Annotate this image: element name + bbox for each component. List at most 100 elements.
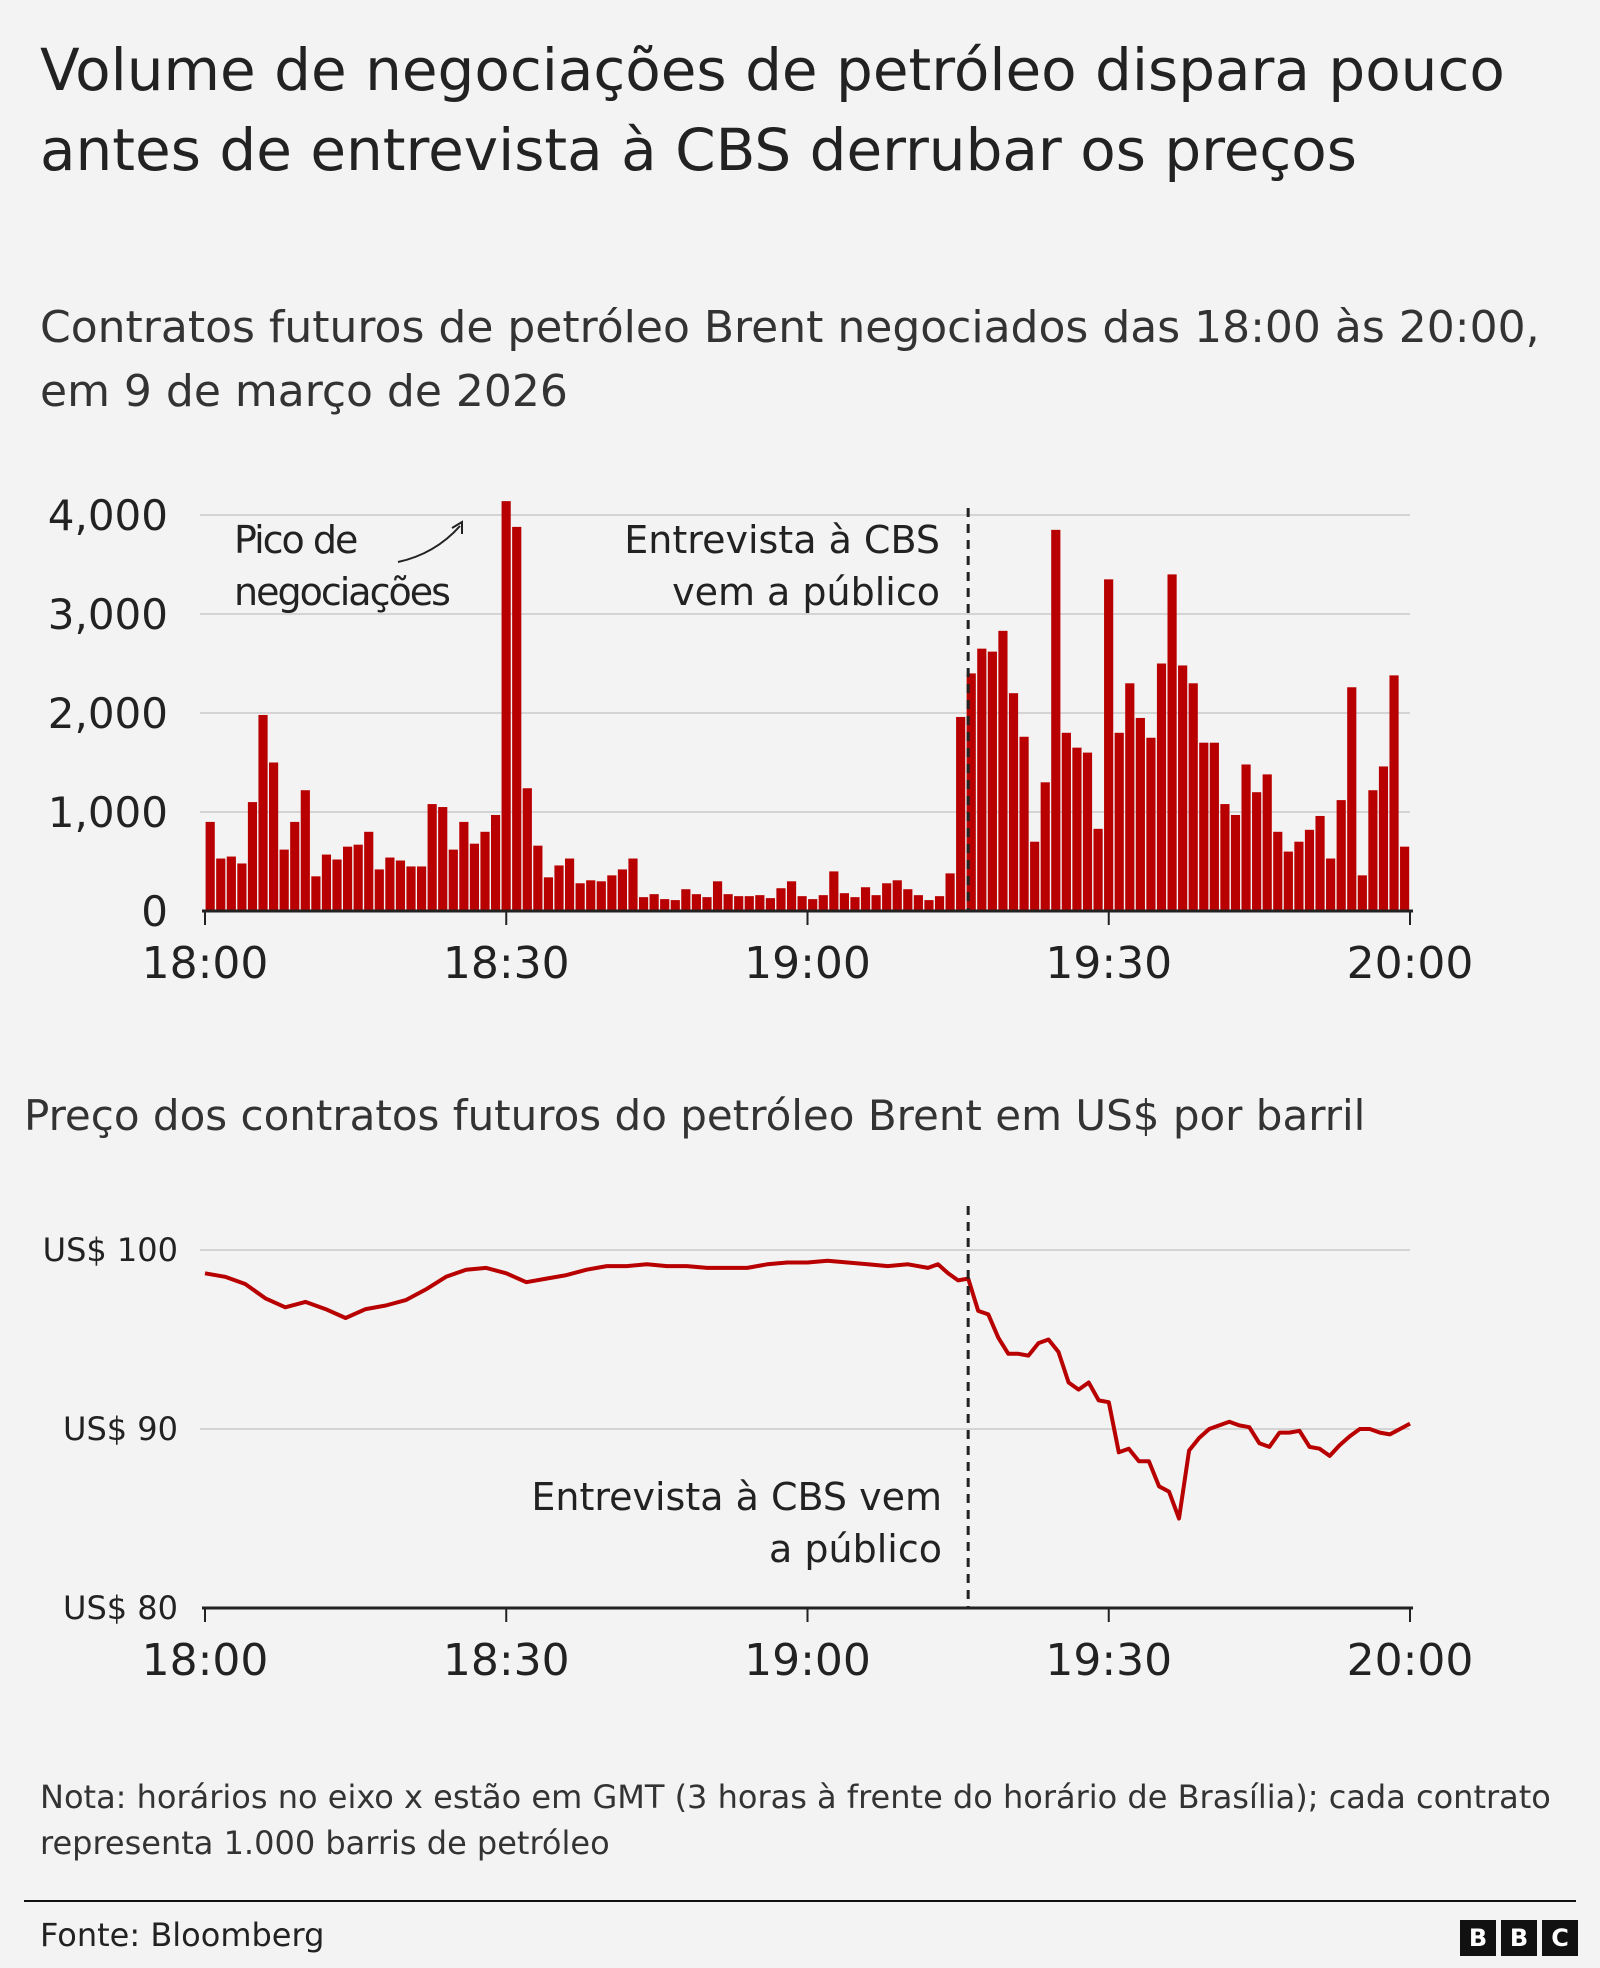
volume-bar [966,673,976,911]
volume-bar [247,802,258,911]
bbc-logo-letter: B [1501,1920,1537,1956]
volume-bar [1167,574,1177,911]
volume-bar [1156,663,1167,911]
footnote: Nota: horários no eixo x estão em GMT (3… [40,1778,1551,1862]
x-tick-label: 18:00 [142,1635,269,1686]
volume-bar [1199,742,1209,911]
volume-bar [321,854,332,911]
volume-bar [977,648,987,911]
chart-subtitle: Contratos futuros de petróleo Brent nego… [40,302,1540,417]
volume-bar [311,876,321,911]
y-tick-label: 2,000 [48,689,168,738]
volume-bar [374,869,384,911]
volume-bar [1061,732,1071,911]
volume-bar [586,880,596,911]
volume-bar [882,883,892,911]
volume-bar [776,888,786,911]
peak-annotation-line2: negociações [234,570,449,614]
volume-bar [1389,675,1399,911]
volume-bar [438,807,448,911]
volume-bar-chart: 0 1,000 2,000 3,000 4,000 18:00 18:30 19:00 19:3… [48,491,1474,989]
volume-bar [385,857,395,911]
volume-bar [1315,815,1325,911]
volume-bar [279,849,289,911]
volume-bar [924,900,934,911]
volume-bar [290,821,300,911]
volume-bar [1262,774,1272,911]
volume-bar [723,894,733,911]
volume-bar [237,863,247,911]
volume-bar [269,762,279,911]
volume-bar [448,849,458,911]
volume-bar [1294,841,1304,911]
volume-bar [353,844,363,911]
event-annotation-line2: a público [769,1527,942,1571]
volume-bar [1082,752,1093,911]
volume-bar [607,875,617,911]
peak-arrow [397,525,461,563]
volume-bar [945,873,955,911]
volume-bar [1230,814,1241,911]
volume-bar [1220,804,1230,911]
volume-bar [818,895,828,911]
volume-bar [480,831,490,911]
volume-bar [216,858,226,911]
volume-bar [522,788,532,911]
chart-title: Volume de negociações de petróleo dispar… [40,36,1505,184]
volume-bar [501,501,511,911]
volume-bar [1347,687,1357,911]
volume-bar [1209,742,1219,911]
volume-bar [1125,683,1135,911]
volume-bar [1336,800,1346,911]
volume-bar [1304,829,1315,911]
peak-arrowhead [451,520,463,534]
volume-bar [1030,841,1040,911]
y-tick-label: 4,000 [48,491,168,540]
volume-bar [660,899,670,911]
volume-bar [1357,875,1367,911]
x-tick-label: 20:00 [1347,938,1474,989]
volume-bar [681,889,691,911]
volume-bar [1283,851,1293,911]
volume-bar [903,889,913,911]
volume-bar [1273,831,1283,911]
volume-bar [860,887,871,911]
volume-bar [765,898,775,911]
x-tick-label: 18:30 [443,938,570,989]
price-line [204,1258,1411,1521]
volume-bar [332,859,342,911]
volume-bar [1178,665,1188,911]
volume-bar [702,897,712,911]
volume-bar [638,897,649,911]
volume-bar [850,897,860,911]
volume-bar [1368,790,1378,911]
x-tick-label: 19:00 [744,938,871,989]
volume-bar [670,900,680,911]
volume-bar [1135,717,1145,911]
price-chart-title: Preço dos contratos futuros do petróleo … [24,1091,1366,1140]
volume-bar [998,630,1008,911]
source-credit: Fonte: Bloomberg [40,1916,325,1954]
volume-bar [427,804,437,911]
volume-bar [1072,747,1082,911]
volume-bar [786,881,797,911]
footer-divider [24,1900,1576,1902]
volume-bar [628,858,638,911]
volume-bar [617,869,628,911]
event-annotation-line1: Entrevista à CBS vem [531,1475,942,1519]
volume-bar [417,866,427,911]
bbc-logo: B B C [1460,1920,1578,1956]
x-tick-label: 20:00 [1347,1635,1474,1686]
volume-bar [1378,766,1389,911]
volume-bar [1093,828,1103,911]
price-line-chart: US$ 80 US$ 90 US$ 100 18:00 18:30 19:00 19:30 2… [43,1206,1474,1686]
volume-bar [395,860,406,911]
volume-bar [258,714,268,911]
volume-bar [829,871,839,911]
x-tick-label: 18:00 [142,938,269,989]
volume-bar [554,865,564,911]
volume-bar [1051,529,1061,911]
volume-bar [1040,782,1050,911]
volume-bar [744,896,754,911]
y-tick-label: US$ 80 [63,1589,178,1627]
